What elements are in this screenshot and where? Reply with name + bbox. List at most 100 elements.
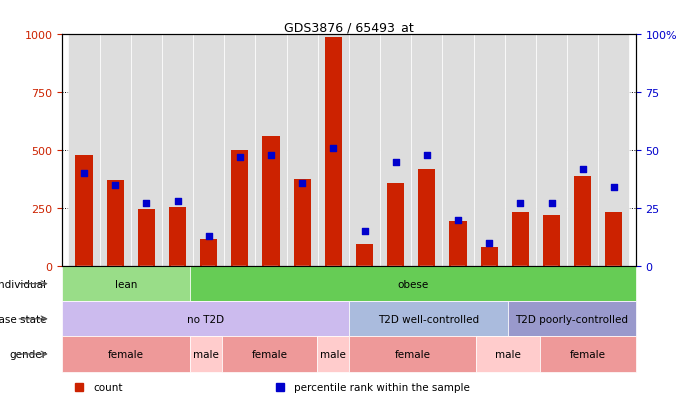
Bar xyxy=(231,151,249,266)
Text: GSM391709: GSM391709 xyxy=(547,269,556,321)
Bar xyxy=(605,212,623,266)
Bar xyxy=(540,337,636,372)
Text: female: female xyxy=(252,349,287,359)
Bar xyxy=(473,35,505,266)
Bar xyxy=(189,266,636,301)
Bar xyxy=(509,301,636,337)
Bar xyxy=(598,35,630,266)
Text: percentile rank within the sample: percentile rank within the sample xyxy=(294,382,471,392)
Bar xyxy=(193,35,225,266)
Text: GSM391706: GSM391706 xyxy=(484,269,494,321)
Point xyxy=(577,166,588,173)
Bar xyxy=(411,35,442,266)
Bar xyxy=(287,35,318,266)
Bar xyxy=(294,180,311,266)
Text: GSM391705: GSM391705 xyxy=(453,269,462,321)
Bar xyxy=(100,35,131,266)
Point xyxy=(79,171,90,177)
Text: no T2D: no T2D xyxy=(187,314,224,324)
Point xyxy=(203,233,214,240)
Point xyxy=(422,152,433,159)
Text: gender: gender xyxy=(9,349,46,359)
Text: T2D poorly-controlled: T2D poorly-controlled xyxy=(515,314,629,324)
Bar xyxy=(574,176,591,266)
Text: female: female xyxy=(395,349,430,359)
Point xyxy=(515,201,526,207)
Text: male: male xyxy=(495,349,521,359)
Text: GSM391701: GSM391701 xyxy=(329,269,338,321)
Text: T2D well-controlled: T2D well-controlled xyxy=(378,314,479,324)
Text: GSM391699: GSM391699 xyxy=(298,269,307,321)
Point xyxy=(265,152,276,159)
Bar xyxy=(325,38,342,266)
Bar xyxy=(68,35,100,266)
Bar xyxy=(536,35,567,266)
Bar xyxy=(349,35,380,266)
Text: GSM391702: GSM391702 xyxy=(391,269,400,321)
Text: GSM391697: GSM391697 xyxy=(204,269,214,321)
Text: count: count xyxy=(94,382,123,392)
Bar xyxy=(169,207,186,266)
Bar xyxy=(62,301,349,337)
Point xyxy=(484,240,495,247)
Title: GDS3876 / 65493_at: GDS3876 / 65493_at xyxy=(284,21,414,34)
Bar xyxy=(356,244,373,266)
Text: lean: lean xyxy=(115,279,137,289)
Bar xyxy=(62,266,189,301)
Point xyxy=(296,180,307,186)
Text: GSM391700: GSM391700 xyxy=(236,269,245,321)
Text: GSM391694: GSM391694 xyxy=(111,269,120,321)
Point xyxy=(608,185,619,191)
Bar xyxy=(318,35,349,266)
Bar xyxy=(380,35,411,266)
Text: female: female xyxy=(570,349,606,359)
Bar xyxy=(349,337,476,372)
Text: individual: individual xyxy=(0,279,46,289)
Bar xyxy=(567,35,598,266)
Text: GSM391708: GSM391708 xyxy=(578,269,587,321)
Point xyxy=(328,145,339,152)
Bar xyxy=(106,181,124,266)
Bar xyxy=(189,337,222,372)
Bar xyxy=(256,35,287,266)
Point xyxy=(141,201,152,207)
Point xyxy=(172,198,183,205)
Bar xyxy=(449,221,466,266)
Bar xyxy=(162,35,193,266)
Text: GSM391710: GSM391710 xyxy=(609,269,618,321)
Point xyxy=(359,228,370,235)
Bar xyxy=(263,137,280,266)
Text: GSM391695: GSM391695 xyxy=(142,269,151,321)
Bar xyxy=(225,35,256,266)
Text: GSM391704: GSM391704 xyxy=(422,269,431,321)
Bar xyxy=(200,240,217,266)
Bar xyxy=(442,35,473,266)
Text: GSM391693: GSM391693 xyxy=(79,269,88,321)
Bar xyxy=(62,337,189,372)
Bar xyxy=(138,210,155,266)
Point xyxy=(546,201,557,207)
Text: GSM391703: GSM391703 xyxy=(360,269,369,321)
Bar xyxy=(75,155,93,266)
Bar xyxy=(387,183,404,266)
Text: GSM391696: GSM391696 xyxy=(173,269,182,321)
Point xyxy=(390,159,401,166)
Text: GSM391698: GSM391698 xyxy=(267,269,276,321)
Point xyxy=(234,154,245,161)
Text: obese: obese xyxy=(397,279,428,289)
Point xyxy=(453,217,464,223)
Text: disease state: disease state xyxy=(0,314,46,324)
Bar xyxy=(317,337,349,372)
Text: male: male xyxy=(320,349,346,359)
Text: female: female xyxy=(108,349,144,359)
Point xyxy=(110,182,121,189)
Text: male: male xyxy=(193,349,218,359)
Bar xyxy=(476,337,540,372)
Text: GSM391707: GSM391707 xyxy=(516,269,525,321)
Bar xyxy=(222,337,317,372)
Bar xyxy=(512,212,529,266)
Bar xyxy=(131,35,162,266)
Bar xyxy=(481,248,498,266)
Bar xyxy=(543,216,560,266)
Bar xyxy=(505,35,536,266)
